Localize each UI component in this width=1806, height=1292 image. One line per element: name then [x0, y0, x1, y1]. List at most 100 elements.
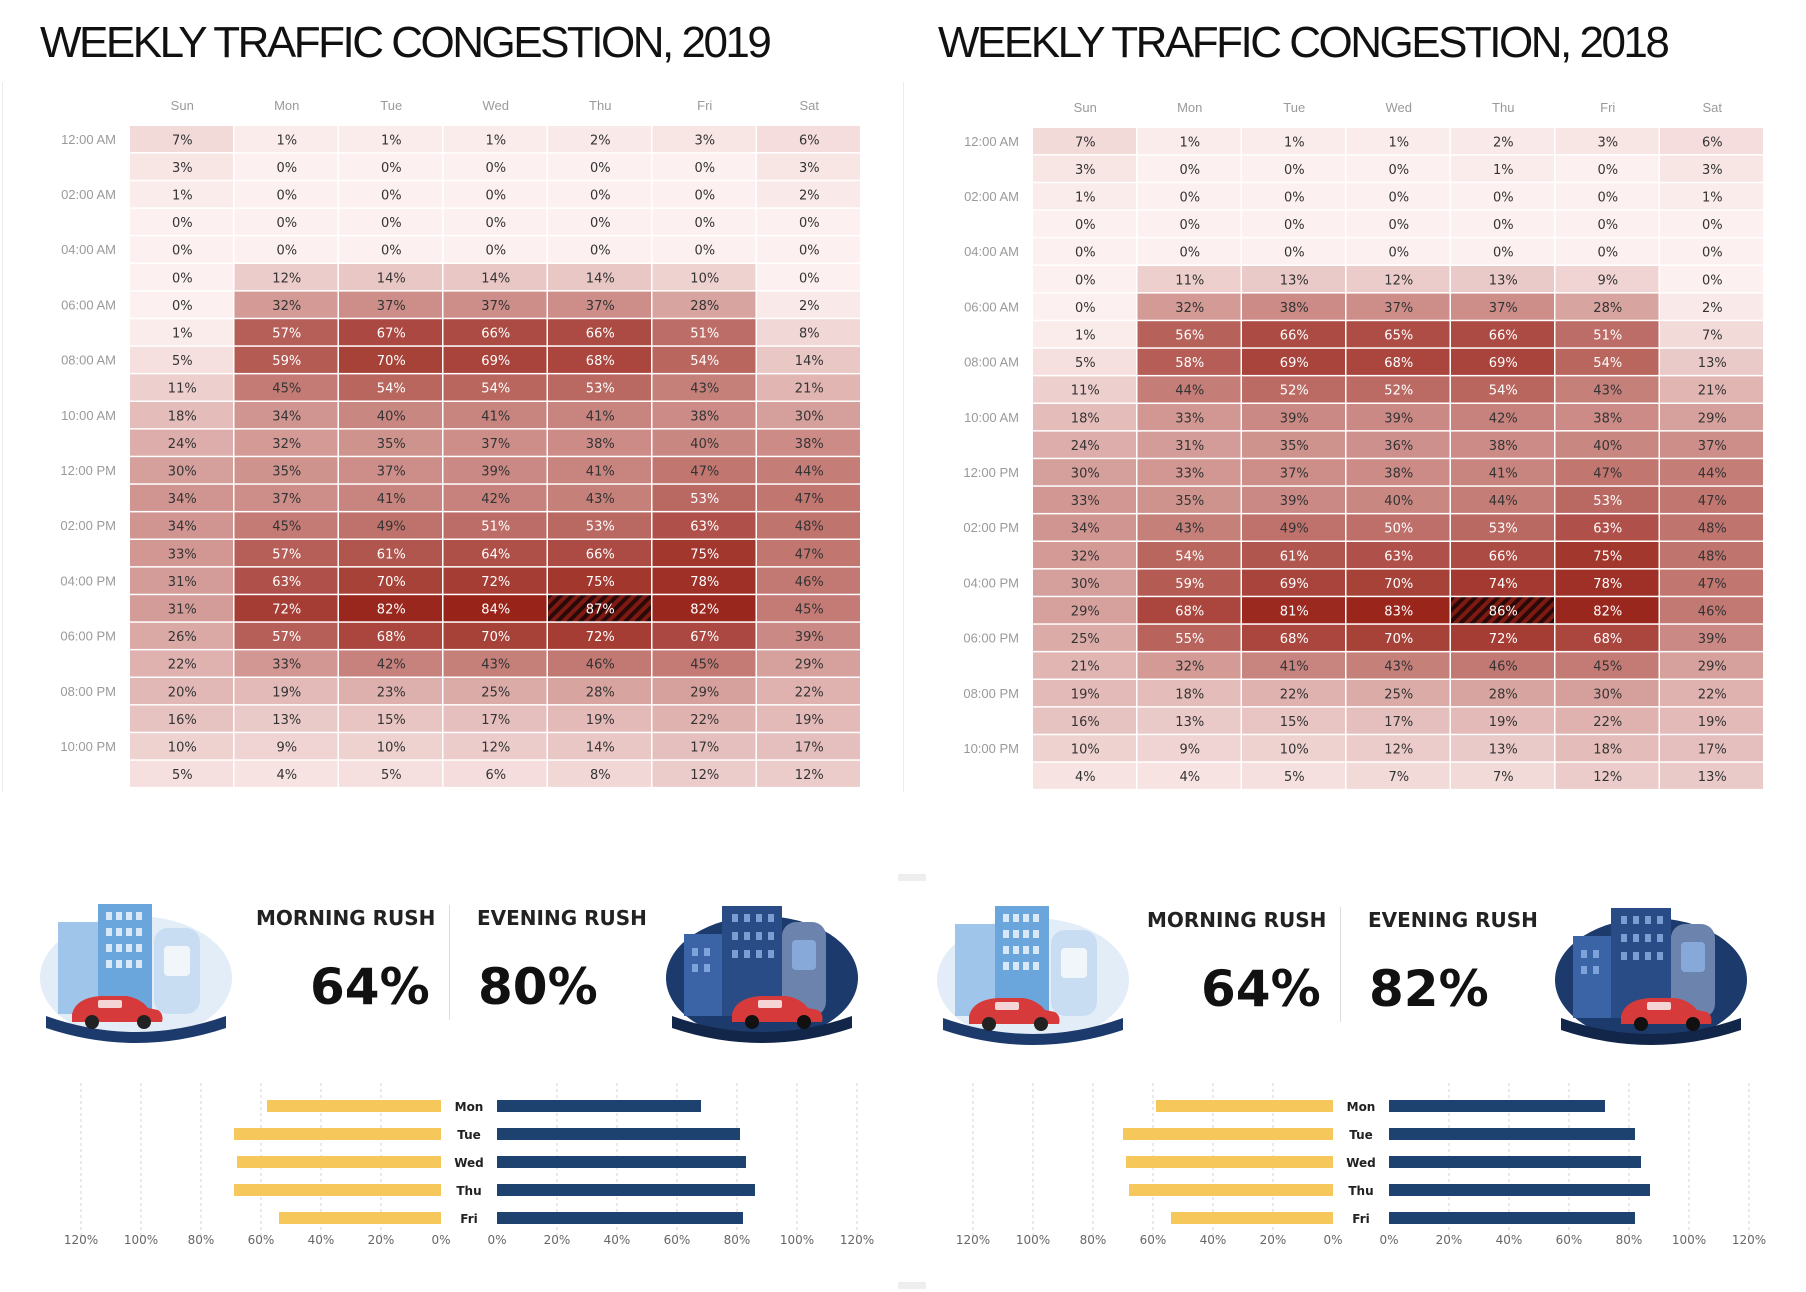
cell-value: 0%	[1075, 301, 1096, 316]
row-label: 02:00 PM	[60, 518, 116, 533]
heatmap-cell	[1137, 514, 1241, 541]
heatmap-cell	[234, 760, 338, 787]
cell-value: 12%	[1593, 770, 1622, 785]
heatmap-cell	[1242, 459, 1345, 486]
cell-value: 38%	[1280, 301, 1309, 316]
heatmap-cell	[652, 264, 756, 291]
cell-value: 0%	[1388, 191, 1409, 206]
heatmap-cell	[1137, 238, 1241, 265]
heatmap-cell	[652, 153, 756, 180]
cell-value: 0%	[799, 271, 820, 286]
morning-bar	[1123, 1128, 1333, 1140]
heatmap-cell	[548, 650, 651, 677]
cell-value: 0%	[1493, 218, 1514, 233]
cell-value: 87%	[586, 603, 615, 618]
cell-value: 32%	[272, 437, 301, 452]
heatmap-cell	[757, 567, 860, 594]
heatmap-cell	[548, 760, 651, 787]
morning-bar	[234, 1128, 441, 1140]
heatmap-cell	[1346, 238, 1450, 265]
cell-value: 40%	[377, 409, 406, 424]
heatmap-cell	[1451, 348, 1554, 375]
divider	[898, 874, 926, 881]
cell-value: 17%	[481, 713, 510, 728]
cell-value: 58%	[1175, 356, 1204, 371]
cell-value: 0%	[1284, 191, 1305, 206]
heatmap-cell	[443, 678, 547, 705]
row-label: 10:00 PM	[963, 741, 1019, 756]
cell-value: 13%	[1489, 743, 1518, 758]
heatmap-cell	[1242, 707, 1345, 734]
heatmap-cell	[1033, 707, 1136, 734]
heatmap-cell	[1660, 597, 1763, 624]
cell-value: 53%	[586, 520, 615, 535]
heatmap-cell	[652, 650, 756, 677]
heatmap-cell	[548, 402, 651, 429]
heatmap-cell	[1555, 404, 1659, 431]
cell-value: 5%	[172, 354, 193, 369]
heatmap-cell	[1242, 514, 1345, 541]
cell-value: 4%	[1075, 770, 1096, 785]
cell-value: 22%	[168, 658, 197, 673]
divider	[2, 82, 3, 792]
heatmap-cell	[130, 374, 233, 401]
heatmap-cell	[757, 126, 860, 153]
heatmap-cell	[339, 126, 442, 153]
morning-rush-label: MORNING RUSH	[1147, 908, 1327, 932]
row-label: 08:00 AM	[61, 353, 116, 368]
column-header: Thu	[1492, 100, 1514, 115]
heatmap-cell	[548, 567, 651, 594]
heatmap-cell	[1033, 542, 1136, 569]
cell-value: 43%	[481, 658, 510, 673]
cell-value: 10%	[690, 271, 719, 286]
tick-label: 20%	[1436, 1233, 1463, 1247]
cell-value: 0%	[1075, 246, 1096, 261]
column-header: Sun	[171, 98, 194, 113]
heatmap-cell	[757, 622, 860, 649]
heatmap-cell	[234, 733, 338, 760]
heatmap-cell	[757, 402, 860, 429]
tick-label: 0%	[1323, 1233, 1342, 1247]
tick-label: 60%	[664, 1233, 691, 1247]
cell-value: 54%	[1489, 384, 1518, 399]
heatmap-cell	[548, 484, 651, 511]
heatmap-cell	[234, 429, 338, 456]
cell-value: 46%	[586, 658, 615, 673]
heatmap-cell	[1242, 128, 1345, 155]
cell-value: 66%	[1489, 549, 1518, 564]
cell-value: 43%	[1384, 660, 1413, 675]
heatmap-cell	[1451, 293, 1554, 320]
heatmap-cell	[443, 540, 547, 567]
cell-value: 7%	[1702, 329, 1723, 344]
heatmap-cell	[234, 374, 338, 401]
cell-value: 13%	[1280, 273, 1309, 288]
heatmap-cell	[757, 346, 860, 373]
cell-value: 47%	[1698, 494, 1727, 509]
heatmap-cell	[339, 622, 442, 649]
cell-value: 3%	[172, 161, 193, 176]
heatmap-cell	[130, 264, 233, 291]
heatmap-cell	[757, 236, 860, 263]
heatmap-cell	[234, 236, 338, 263]
heatmap-cell	[234, 705, 338, 732]
cell-value: 17%	[1698, 743, 1727, 758]
heatmap-cell	[1346, 321, 1450, 348]
cell-value: 72%	[481, 575, 510, 590]
heatmap-cell	[1451, 652, 1554, 679]
heatmap-cell	[548, 595, 651, 622]
cell-value: 30%	[168, 465, 197, 480]
cell-value: 0%	[381, 216, 402, 231]
cell-value: 68%	[586, 354, 615, 369]
cell-value: 24%	[1071, 439, 1100, 454]
cell-value: 25%	[1071, 632, 1100, 647]
cell-value: 5%	[172, 768, 193, 783]
cell-value: 0%	[694, 189, 715, 204]
cell-value: 2%	[799, 189, 820, 204]
row-label: 12:00 AM	[964, 134, 1019, 149]
heatmap-cell	[757, 374, 860, 401]
heatmap-cell	[1033, 652, 1136, 679]
cell-value: 82%	[690, 603, 719, 618]
morning-bar	[1156, 1100, 1333, 1112]
heatmap-cell	[1555, 680, 1659, 707]
cell-value: 37%	[1384, 301, 1413, 316]
